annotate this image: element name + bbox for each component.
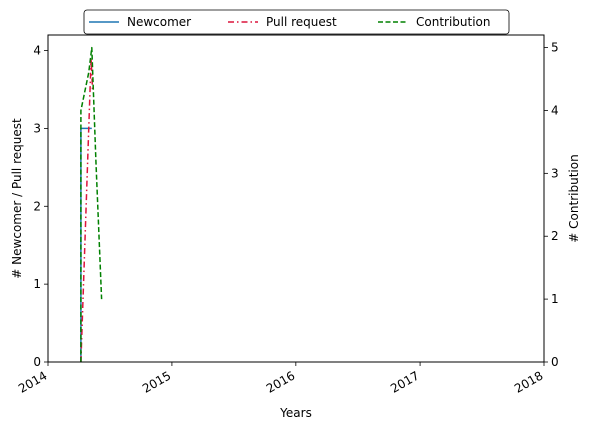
x-tick-label: 2014	[16, 368, 49, 395]
series-line-0	[80, 127, 92, 362]
x-tick-label: 2018	[512, 368, 545, 395]
x-tick-label: 2015	[140, 368, 173, 395]
right-y-tick-label: 2	[551, 229, 559, 243]
right-y-axis-label: # Contribution	[567, 154, 581, 242]
right-y-axis-ticks: 0 1 2 3 4 5	[544, 41, 559, 369]
right-y-tick-label: 4	[551, 103, 559, 117]
right-y-tick-label: 5	[551, 41, 559, 55]
left-y-axis-ticks: 0 1 2 3 4	[33, 44, 48, 369]
x-axis-label: Years	[279, 406, 312, 420]
right-y-tick-label: 0	[551, 355, 559, 369]
legend-label-1: Pull request	[266, 15, 337, 29]
left-y-tick-label: 0	[33, 355, 41, 369]
right-y-tick-label: 3	[551, 166, 559, 180]
x-axis-ticks: 2014 2015 2016 2017 2018	[16, 362, 546, 396]
plot-frame	[47, 34, 545, 363]
legend-box	[83, 9, 510, 35]
legend: Newcomer Pull request Contribution	[83, 9, 510, 35]
left-y-tick-label: 4	[33, 44, 41, 58]
x-tick-label: 2017	[388, 368, 421, 395]
series-line-1	[80, 57, 94, 363]
plot-lines	[80, 46, 103, 363]
right-y-tick-label: 1	[551, 292, 559, 306]
left-y-tick-label: 1	[33, 277, 41, 291]
left-y-axis-label: # Newcomer / Pull request	[10, 118, 24, 279]
left-y-tick-label: 2	[33, 199, 41, 213]
legend-label-2: Contribution	[416, 15, 491, 29]
series-line-2	[80, 46, 103, 362]
left-y-tick-label: 3	[33, 121, 41, 135]
x-tick-label: 2016	[264, 368, 297, 395]
legend-label-0: Newcomer	[127, 15, 191, 29]
